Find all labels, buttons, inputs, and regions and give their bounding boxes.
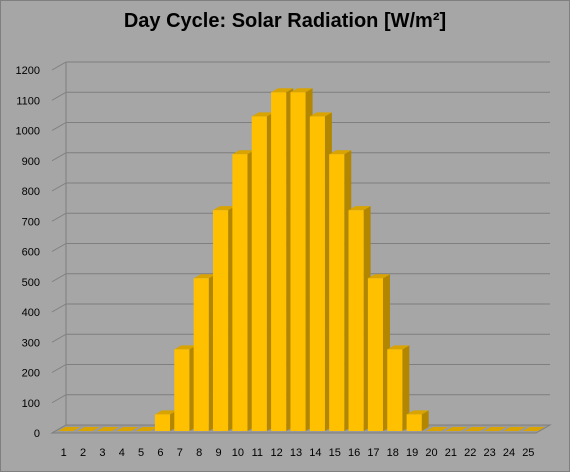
bar	[387, 345, 410, 431]
y-tick-label: 200	[22, 368, 40, 380]
bar	[58, 427, 81, 431]
y-tick-label: 100	[22, 398, 40, 410]
x-tick-label: 10	[232, 447, 244, 459]
x-tick-label: 17	[367, 447, 379, 459]
bar	[522, 427, 545, 431]
x-tick-label: 9	[215, 447, 221, 459]
y-tick-label: 300	[22, 337, 40, 349]
bar	[116, 427, 139, 431]
x-tick-label: 18	[387, 447, 399, 459]
y-tick-label: 1100	[16, 95, 40, 107]
bar	[154, 410, 178, 431]
bar	[135, 427, 158, 431]
x-tick-label: 14	[309, 447, 321, 459]
bar	[406, 410, 429, 431]
x-tick-label: 4	[119, 447, 125, 459]
bar	[251, 112, 274, 432]
x-tick-label: 12	[271, 447, 283, 459]
x-tick-label: 20	[425, 447, 437, 459]
x-tick-label: 23	[483, 447, 495, 459]
x-tick-label: 19	[406, 447, 418, 459]
x-tick-label: 2	[80, 447, 86, 459]
bar	[425, 427, 449, 431]
bar	[174, 345, 197, 431]
bars	[58, 88, 545, 432]
x-tick-label: 7	[177, 447, 183, 459]
bar	[232, 150, 255, 431]
x-tick-label: 16	[348, 447, 360, 459]
chart-title: Day Cycle: Solar Radiation [W/m²]	[123, 10, 447, 32]
x-tick-label: 11	[252, 447, 263, 459]
x-tick-label: 15	[329, 447, 341, 459]
x-tick-label: 3	[99, 447, 105, 459]
y-tick-label: 1200	[16, 65, 40, 77]
x-tick-label: 22	[464, 447, 476, 459]
x-tick-label: 8	[196, 447, 202, 459]
gridline	[51, 61, 550, 71]
bar	[77, 427, 100, 431]
bar	[96, 427, 119, 431]
bar	[484, 427, 507, 431]
y-tick-label: 600	[22, 247, 40, 259]
x-tick-label: 1	[61, 447, 67, 459]
y-tick-label: 800	[22, 186, 40, 198]
x-tick-label: 21	[445, 447, 457, 459]
bar	[445, 427, 468, 431]
x-tick-label: 6	[157, 447, 163, 459]
y-tick-label: 500	[22, 277, 40, 289]
bar	[193, 274, 216, 431]
y-tick-label: 400	[22, 307, 40, 319]
bar	[290, 88, 313, 431]
x-tick-label: 5	[138, 447, 144, 459]
y-tick-label: 1000	[16, 126, 40, 138]
bar	[309, 112, 332, 432]
bar	[464, 427, 487, 431]
y-tick-label: 0	[34, 428, 40, 440]
x-tick-label: 13	[290, 447, 302, 459]
bar	[367, 274, 390, 431]
y-tick-label: 700	[22, 216, 40, 228]
bar	[348, 206, 371, 431]
y-tick-label: 900	[22, 156, 40, 168]
bar	[503, 427, 526, 431]
bar	[329, 150, 352, 431]
x-axis-ticks: 1 2 3 4 5 6 7 8 9 10 11 12 13 14 15 16 17 18 19 20 21 22 23 24 2…	[61, 447, 535, 459]
y-axis-ticks: 0 100 200 300 400 500 600 700 800 900 1000 1100 1200	[16, 65, 40, 440]
bar	[271, 88, 294, 431]
x-tick-label: 24	[503, 447, 515, 459]
x-tick-label: 25	[522, 447, 534, 459]
bar	[213, 206, 236, 431]
